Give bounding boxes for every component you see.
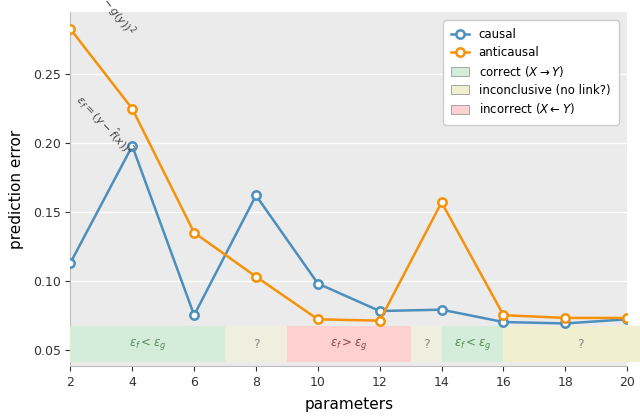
Y-axis label: prediction error: prediction error: [10, 130, 24, 249]
Text: $\varepsilon_f > \varepsilon_g$: $\varepsilon_f > \varepsilon_g$: [330, 336, 367, 352]
anticausal: [67, 27, 74, 32]
causal: [252, 193, 260, 198]
anticausal: [252, 274, 260, 279]
Bar: [225, 326, 287, 362]
anticausal: [561, 315, 569, 320]
causal: [623, 317, 631, 322]
causal: [376, 309, 383, 314]
anticausal: [190, 230, 198, 235]
Text: $\varepsilon_f = (y - \hat{f}(x))^2$: $\varepsilon_f = (y - \hat{f}(x))^2$: [72, 91, 138, 160]
causal: [438, 307, 445, 312]
Text: ?: ?: [253, 337, 259, 351]
Text: $\varepsilon_f < \varepsilon_g$: $\varepsilon_f < \varepsilon_g$: [129, 336, 166, 352]
anticausal: [314, 317, 322, 322]
Text: $\varepsilon_g = (x - g(y))^2$: $\varepsilon_g = (x - g(y))^2$: [72, 0, 140, 41]
Line: anticausal: anticausal: [66, 25, 632, 325]
Bar: [504, 326, 640, 362]
anticausal: [500, 313, 508, 318]
anticausal: [129, 106, 136, 111]
Bar: [70, 326, 225, 362]
anticausal: [623, 315, 631, 320]
Legend: causal, anticausal, correct ($X\rightarrow Y$), inconclusive (no link?), incorre: causal, anticausal, correct ($X\rightarr…: [444, 20, 618, 124]
Text: ?: ?: [423, 337, 429, 351]
causal: [129, 144, 136, 149]
Bar: [442, 326, 504, 362]
Line: causal: causal: [66, 142, 632, 327]
causal: [561, 321, 569, 326]
anticausal: [438, 200, 445, 205]
causal: [500, 319, 508, 324]
causal: [314, 281, 322, 286]
Text: ?: ?: [577, 337, 584, 351]
anticausal: [376, 318, 383, 323]
causal: [190, 313, 198, 318]
Bar: [287, 326, 411, 362]
X-axis label: parameters: parameters: [304, 397, 394, 412]
Bar: [411, 326, 442, 362]
causal: [67, 260, 74, 265]
Text: $\varepsilon_f < \varepsilon_g$: $\varepsilon_f < \varepsilon_g$: [454, 336, 491, 352]
